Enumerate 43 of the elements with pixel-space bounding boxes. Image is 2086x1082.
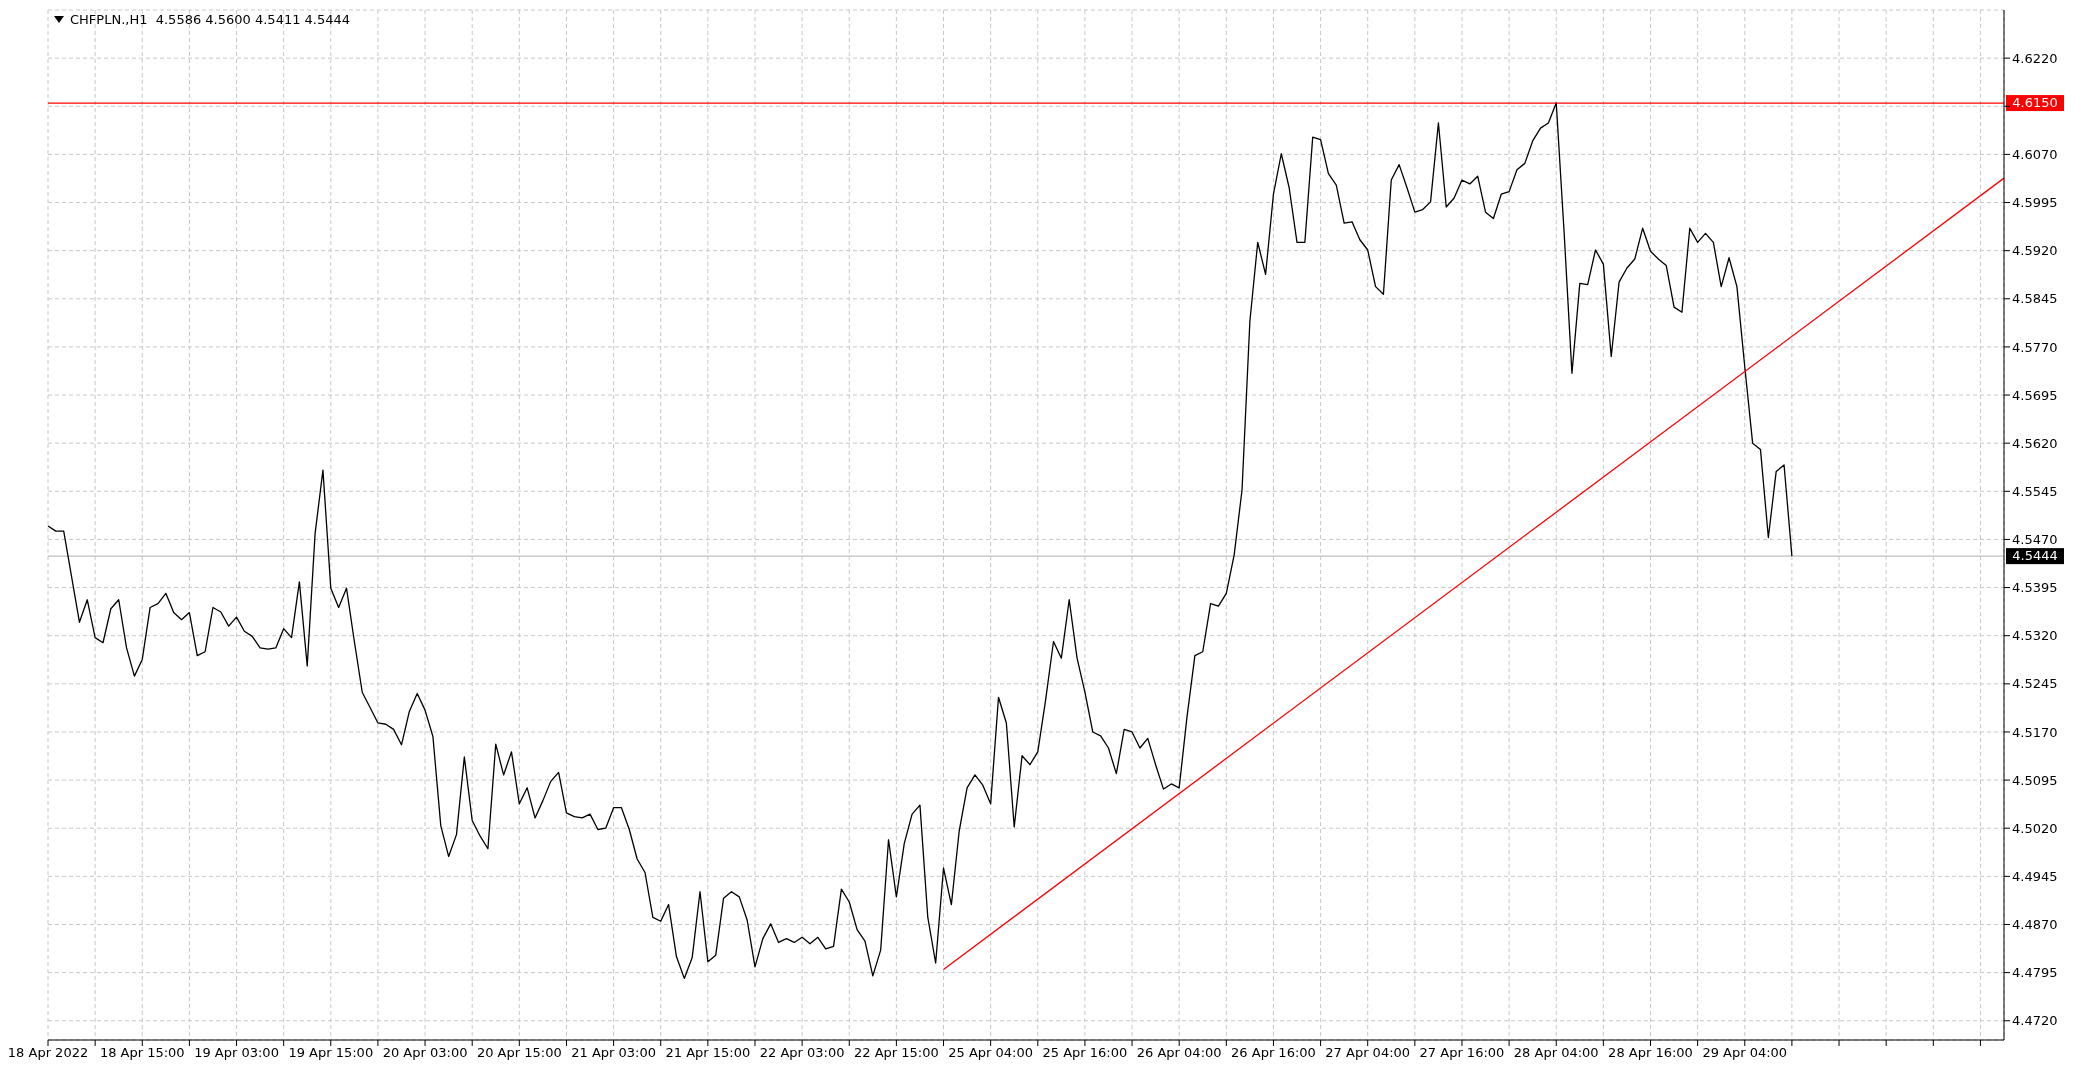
- x-tick-label: 27 Apr 16:00: [1419, 1045, 1505, 1061]
- x-tick-label: 20 Apr 03:00: [382, 1045, 468, 1061]
- y-tick-label: 4.5545: [2012, 483, 2058, 499]
- x-tick-label: 29 Apr 04:00: [1702, 1045, 1788, 1061]
- x-tick-label: 25 Apr 04:00: [948, 1045, 1034, 1061]
- chart-title: CHFPLN.,H1 4.5586 4.5600 4.5411 4.5444: [70, 12, 351, 27]
- y-tick-label: 4.4795: [2012, 965, 2058, 981]
- ref-line-label: 4.6150: [2012, 95, 2058, 111]
- x-tick-label: 22 Apr 15:00: [854, 1045, 939, 1061]
- x-tick-label: 28 Apr 16:00: [1608, 1045, 1693, 1061]
- y-tick-label: 4.4720: [2012, 1013, 2058, 1029]
- y-tick-label: 4.5245: [2012, 676, 2058, 692]
- y-tick-label: 4.5770: [2012, 339, 2058, 355]
- x-tick-label: 22 Apr 03:00: [759, 1045, 845, 1061]
- y-tick-label: 4.5845: [2012, 291, 2058, 307]
- y-tick-label: 4.5095: [2012, 772, 2058, 788]
- y-tick-label: 4.5695: [2012, 387, 2058, 403]
- y-tick-label: 4.5470: [2012, 532, 2058, 548]
- y-tick-label: 4.5395: [2012, 580, 2058, 596]
- y-tick-label: 4.5620: [2012, 435, 2058, 451]
- x-tick-label: 20 Apr 15:00: [476, 1045, 562, 1061]
- y-tick-label: 4.5170: [2012, 724, 2058, 740]
- line-series: [47, 102, 1793, 980]
- x-tick-label: 18 Apr 15:00: [99, 1045, 185, 1061]
- y-tick-label: 4.6220: [2012, 50, 2058, 66]
- y-tick-label: 4.5920: [2012, 243, 2058, 259]
- x-tick-label: 18 Apr 2022: [7, 1045, 89, 1061]
- x-tick-label: 25 Apr 16:00: [1042, 1045, 1128, 1061]
- y-tick-label: 4.6070: [2012, 147, 2058, 163]
- ref-line-label: 4.5444: [2012, 548, 2058, 564]
- x-tick-label: 28 Apr 04:00: [1513, 1045, 1599, 1061]
- x-tick-label: 26 Apr 16:00: [1231, 1045, 1316, 1061]
- y-tick-label: 4.5020: [2012, 820, 2058, 836]
- y-tick-label: 4.4870: [2012, 917, 2058, 933]
- y-tick-label: 4.5995: [2012, 195, 2058, 211]
- x-tick-label: 21 Apr 03:00: [571, 1045, 656, 1061]
- x-tick-label: 27 Apr 04:00: [1325, 1045, 1411, 1061]
- x-tick-label: 19 Apr 15:00: [288, 1045, 374, 1061]
- x-tick-label: 26 Apr 04:00: [1136, 1045, 1222, 1061]
- x-tick-label: 19 Apr 03:00: [194, 1045, 279, 1061]
- x-tick-label: 21 Apr 15:00: [665, 1045, 751, 1061]
- y-tick-label: 4.4945: [2012, 868, 2058, 884]
- y-tick-label: 4.5320: [2012, 628, 2058, 644]
